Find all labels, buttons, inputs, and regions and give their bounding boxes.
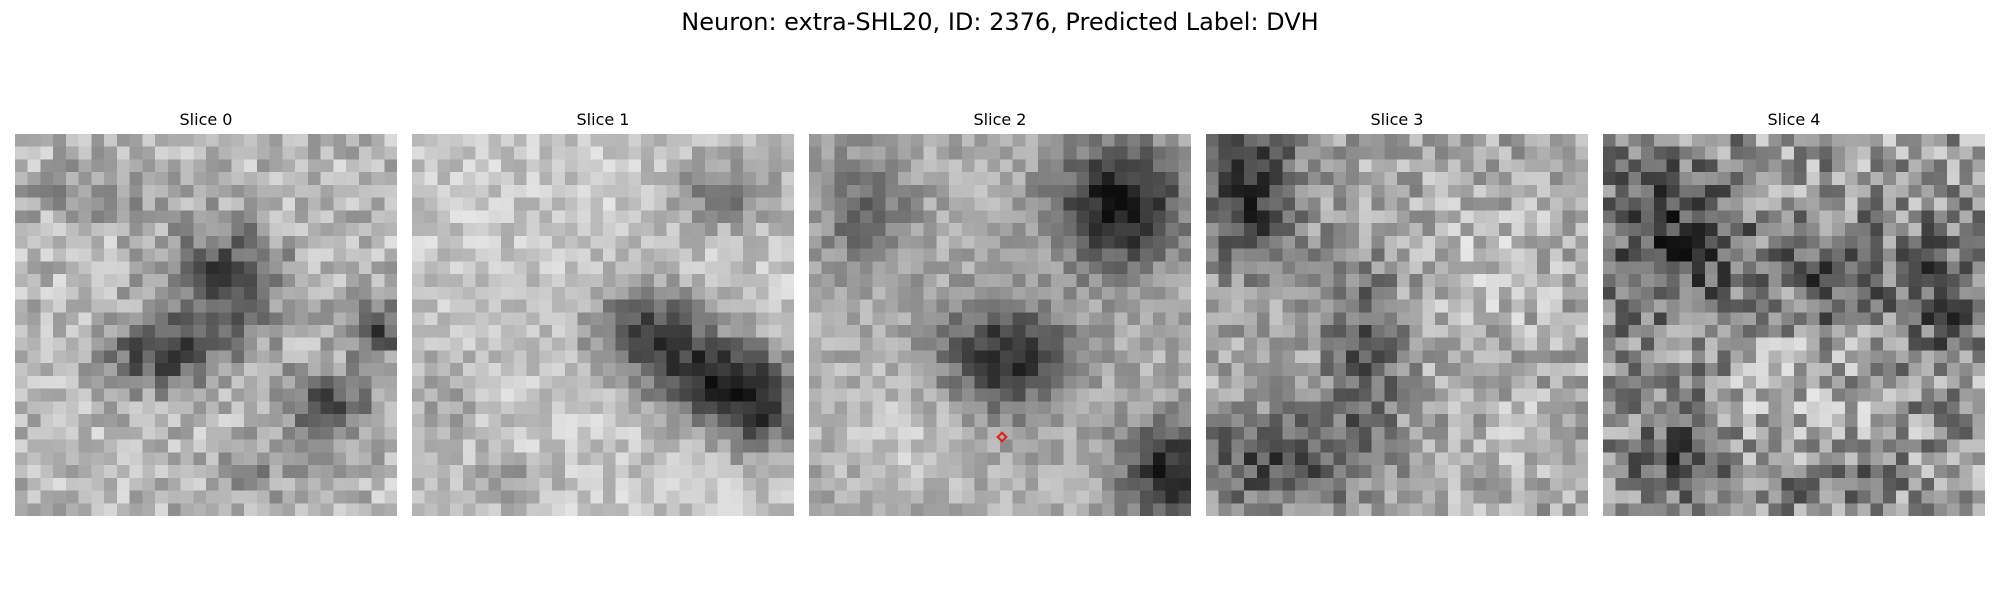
slice-title-2: Slice 2 (973, 110, 1027, 129)
figure-title: Neuron: extra-SHL20, ID: 2376, Predicted… (681, 8, 1319, 36)
slice-title-4: Slice 4 (1767, 110, 1821, 129)
neuron-center-marker (994, 429, 1006, 441)
slice-image-0 (15, 134, 397, 516)
slice-title-1: Slice 1 (576, 110, 630, 129)
slice-image-1 (412, 134, 794, 516)
slice-title-0: Slice 0 (179, 110, 233, 129)
slice-image-2 (809, 134, 1191, 516)
slice-image-3 (1206, 134, 1588, 516)
slice-title-3: Slice 3 (1370, 110, 1424, 129)
slice-image-4 (1603, 134, 1985, 516)
